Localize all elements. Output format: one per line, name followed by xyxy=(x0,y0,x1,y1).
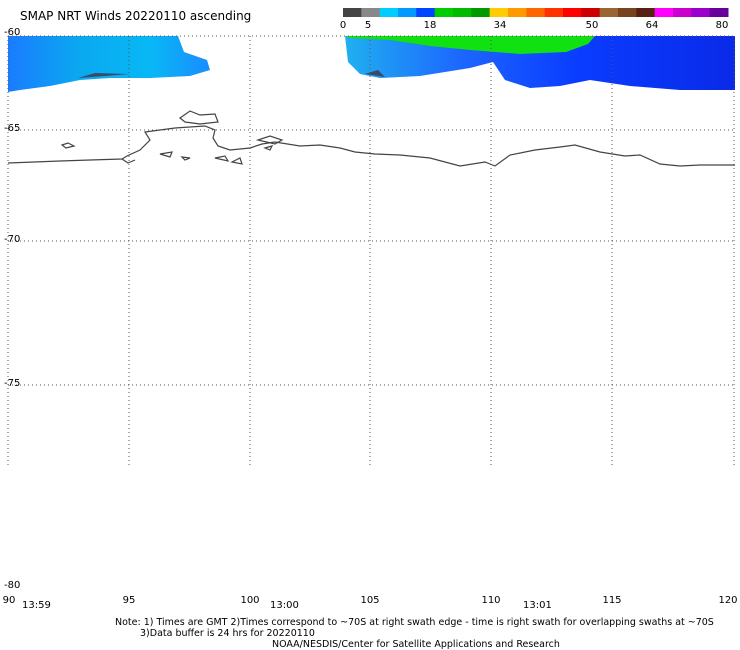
colorbar-segment xyxy=(563,8,582,17)
map-title: SMAP NRT Winds 20220110 ascending xyxy=(20,9,252,23)
colorbar-segment xyxy=(416,8,436,17)
note-line-1: Note: 1) Times are GMT 2)Times correspon… xyxy=(115,617,714,628)
credit-line: NOAA/NESDIS/Center for Satellite Applica… xyxy=(272,639,560,650)
wind-swath-left xyxy=(8,36,210,92)
colorbar-tick: 34 xyxy=(493,20,507,31)
colorbar-segment xyxy=(471,8,491,17)
wind-swath-low xyxy=(365,70,385,77)
colorbar-tick: 80 xyxy=(715,20,729,31)
colorbar-segment xyxy=(398,8,417,17)
colorbar-segment xyxy=(434,8,454,17)
colorbar-tick: 5 xyxy=(364,20,372,31)
colorbar-segment xyxy=(691,8,711,17)
colorbar-tick: 0 xyxy=(339,20,347,31)
swath-time-label: 13:59 xyxy=(22,600,51,611)
longitude-label: 95 xyxy=(122,595,136,606)
latitude-label: -80 xyxy=(4,580,21,591)
wind-swath-right xyxy=(345,36,735,90)
colorbar-segment xyxy=(526,8,546,17)
colorbar-segment xyxy=(599,8,619,17)
colorbar-segment xyxy=(581,8,601,17)
coastline xyxy=(7,110,735,167)
colorbar-segment xyxy=(489,8,509,17)
longitude-label: 100 xyxy=(240,595,260,606)
colorbar-segment xyxy=(508,8,527,17)
note-line-2: 3)Data buffer is 24 hrs for 20220110 xyxy=(140,628,315,639)
longitude-label: 105 xyxy=(360,595,380,606)
wind-swath-high xyxy=(346,36,595,54)
colorbar-tick: 50 xyxy=(585,20,599,31)
latitude-label: -60 xyxy=(4,27,21,38)
wind-swath-low xyxy=(78,73,130,78)
colorbar-segment xyxy=(654,8,674,17)
colorbar-segment xyxy=(709,8,729,17)
colorbar-tick: 18 xyxy=(423,20,437,31)
swath-time-label: 13:01 xyxy=(523,600,552,611)
longitude-label: 120 xyxy=(718,595,738,606)
colorbar-segment xyxy=(673,8,692,17)
longitude-label: 115 xyxy=(602,595,622,606)
latitude-label: -75 xyxy=(4,378,21,389)
longitude-label: 110 xyxy=(481,595,501,606)
colorbar-segment xyxy=(361,8,381,17)
colorbar-segment xyxy=(379,8,399,17)
longitude-label: 90 xyxy=(2,595,16,606)
graticule xyxy=(7,35,735,465)
colorbar-segment xyxy=(618,8,637,17)
latitude-label: -70 xyxy=(4,234,21,245)
colorbar-segment xyxy=(453,8,472,17)
colorbar-segment xyxy=(544,8,564,17)
latitude-label: -65 xyxy=(4,123,21,134)
colorbar-segment xyxy=(343,8,362,17)
swath-time-label: 13:00 xyxy=(270,600,299,611)
colorbar-segment xyxy=(636,8,656,17)
colorbar-tick: 64 xyxy=(645,20,659,31)
